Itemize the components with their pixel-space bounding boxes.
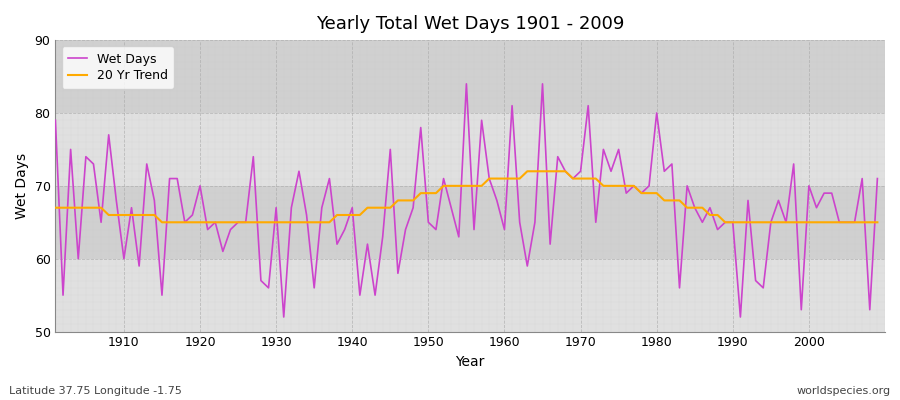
X-axis label: Year: Year <box>455 355 485 369</box>
20 Yr Trend <box>331 212 342 217</box>
20 Yr Trend <box>157 220 167 225</box>
Wet Days <box>872 176 883 181</box>
Wet Days <box>278 315 289 320</box>
20 Yr Trend <box>522 169 533 174</box>
20 Yr Trend <box>286 220 297 225</box>
20 Yr Trend <box>872 220 883 225</box>
Line: Wet Days: Wet Days <box>56 84 878 317</box>
Text: Latitude 37.75 Longitude -1.75: Latitude 37.75 Longitude -1.75 <box>9 386 182 396</box>
Text: worldspecies.org: worldspecies.org <box>796 386 891 396</box>
Wet Days <box>514 220 525 225</box>
20 Yr Trend <box>500 176 510 181</box>
Wet Days <box>111 198 122 203</box>
Bar <box>56 113 885 186</box>
Wet Days <box>606 169 616 174</box>
20 Yr Trend <box>50 205 61 210</box>
Title: Yearly Total Wet Days 1901 - 2009: Yearly Total Wet Days 1901 - 2009 <box>316 15 625 33</box>
Y-axis label: Wet Days: Wet Days <box>15 153 29 219</box>
Wet Days <box>507 103 517 108</box>
Wet Days <box>286 205 297 210</box>
20 Yr Trend <box>507 176 517 181</box>
Line: 20 Yr Trend: 20 Yr Trend <box>56 171 878 222</box>
Legend: Wet Days, 20 Yr Trend: Wet Days, 20 Yr Trend <box>62 46 174 89</box>
Wet Days <box>50 118 61 123</box>
Bar <box>56 186 885 259</box>
Bar <box>56 259 885 332</box>
Wet Days <box>461 82 472 86</box>
20 Yr Trend <box>606 184 616 188</box>
Wet Days <box>331 242 342 246</box>
Bar <box>56 40 885 113</box>
20 Yr Trend <box>111 212 122 217</box>
